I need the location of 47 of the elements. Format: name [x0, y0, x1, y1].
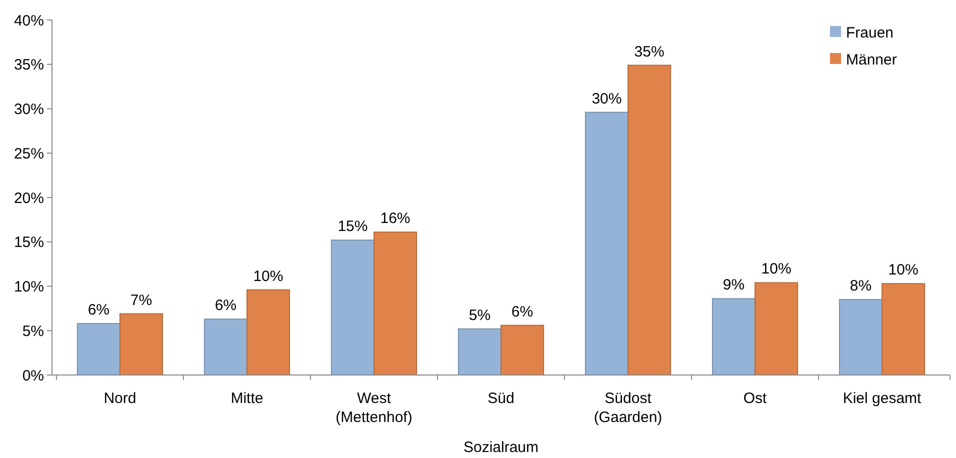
bar — [76, 323, 120, 376]
data-label: 6% — [214, 297, 237, 314]
data-label: 5% — [468, 306, 491, 324]
x-tick-label: Ost — [743, 390, 768, 407]
y-tick-label: 0% — [22, 367, 44, 384]
y-tick-label: 5% — [22, 322, 44, 340]
y-tick-label: 20% — [14, 190, 44, 207]
bar — [204, 318, 248, 376]
data-label: 30% — [592, 90, 622, 108]
bar — [246, 289, 290, 376]
x-tick-label: Südost (Gaarden) — [594, 390, 662, 426]
bar — [712, 298, 756, 376]
x-tick-label: Nord — [104, 390, 136, 407]
legend-label: Männer — [846, 51, 897, 68]
x-axis-title: Sozialraum — [463, 439, 539, 456]
y-tick-label: 25% — [14, 145, 44, 162]
data-label: 7% — [130, 292, 152, 309]
bar — [500, 324, 544, 376]
legend-label: Frauen — [846, 24, 894, 42]
data-label: 9% — [722, 276, 745, 294]
y-tick-label: 40% — [14, 12, 44, 30]
y-tick-label: 10% — [14, 278, 44, 296]
data-label: 16% — [380, 210, 410, 228]
bar — [838, 299, 883, 376]
data-label: 10% — [888, 262, 918, 279]
data-label: 10% — [253, 268, 284, 285]
x-tick-label: Süd — [488, 390, 514, 407]
x-tick-label: Kiel gesamt — [842, 390, 922, 407]
y-tick-label: 35% — [14, 56, 44, 74]
y-tick-label: 15% — [14, 234, 44, 252]
bar — [628, 64, 672, 376]
data-label: 8% — [850, 278, 872, 295]
data-label: 6% — [511, 303, 534, 320]
x-tick-label: West (Mettenhof) — [336, 390, 412, 426]
data-label: 15% — [338, 218, 368, 236]
bar — [458, 328, 502, 376]
bar — [754, 282, 798, 376]
data-label: 10% — [761, 260, 792, 278]
bar — [373, 232, 418, 376]
bar — [882, 283, 926, 376]
x-tick-label: Mitte — [230, 390, 264, 407]
y-tick-label: 30% — [14, 101, 44, 118]
data-label: 35% — [634, 43, 664, 60]
bar — [584, 112, 629, 376]
bar — [119, 313, 164, 376]
bar — [330, 240, 374, 376]
data-label: 6% — [88, 302, 110, 319]
